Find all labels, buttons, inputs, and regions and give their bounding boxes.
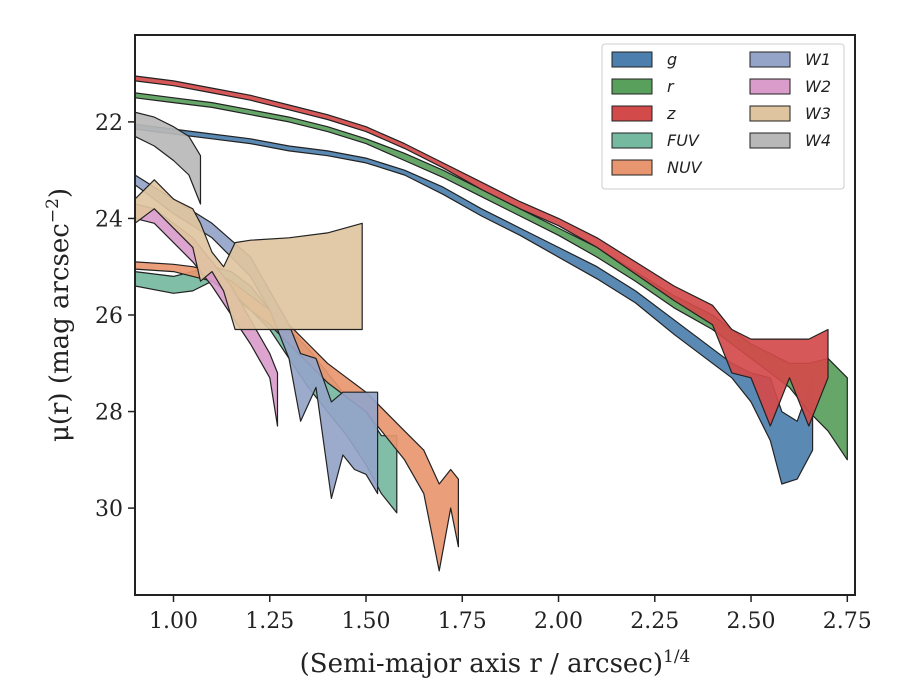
legend-label-w3: W3: [805, 104, 831, 123]
legend-label-r: r: [667, 77, 675, 96]
x-tick-label: 1.75: [438, 609, 487, 634]
x-axis-label: (Semi-major axis r / arcsec)1/4: [300, 647, 691, 679]
y-tick-label: 30: [95, 497, 123, 522]
band-z: [135, 75, 829, 427]
band-r: [135, 92, 848, 461]
band-g: [135, 123, 814, 485]
band-layer: [135, 75, 848, 572]
legend-swatch-w4: [749, 132, 791, 149]
y-axis-label: μ(r) (mag arcsec−2): [43, 188, 75, 442]
legend-label-w1: W1: [805, 50, 831, 69]
x-tick-label: 2.50: [727, 609, 776, 634]
legend-label-z: z: [666, 104, 676, 123]
x-axis-ticks: 1.00 1.25 1.50 1.75 2.00 2.25 2.50 2.75: [149, 595, 872, 634]
legend-label-nuv: NUV: [667, 158, 703, 177]
legend-label-w2: W2: [805, 77, 831, 96]
legend-swatch-z: [611, 105, 653, 122]
x-tick-label: 1.50: [342, 609, 391, 634]
legend: grz FUV NUV W1 W2 W3 W4: [601, 43, 845, 190]
legend-swatch-g: [611, 51, 653, 68]
y-axis-ticks: 22 24 26 28 30: [95, 111, 135, 522]
legend-label-g: g: [667, 50, 677, 69]
y-tick-label: 26: [95, 304, 123, 329]
band-w4: [135, 111, 202, 205]
y-tick-label: 22: [95, 111, 123, 136]
x-tick-label: 1.00: [149, 609, 198, 634]
x-tick-label: 2.25: [630, 609, 679, 634]
x-tick-label: 2.75: [823, 609, 872, 634]
legend-swatch-w2: [749, 78, 791, 95]
y-axis-label-exponent: −2: [43, 198, 63, 223]
band-w3: [135, 179, 363, 331]
y-axis-label-close: ): [45, 188, 75, 198]
legend-swatch-nuv: [611, 159, 653, 176]
legend-swatch-r: [611, 78, 653, 95]
legend-swatch-fuv: [611, 132, 653, 149]
legend-label-fuv: FUV: [667, 131, 700, 150]
y-tick-label: 28: [95, 401, 123, 426]
x-axis-label-exponent: 1/4: [663, 647, 690, 667]
legend-swatch-w1: [749, 51, 791, 68]
legend-swatch-w3: [749, 105, 791, 122]
x-tick-label: 1.25: [245, 609, 294, 634]
x-tick-label: 2.00: [534, 609, 583, 634]
legend-label-w4: W4: [805, 131, 831, 150]
x-axis-label-text: (Semi-major axis r / arcsec): [300, 649, 663, 679]
y-axis-label-text: μ(r) (mag arcsec: [45, 223, 75, 442]
y-tick-label: 24: [95, 207, 123, 232]
